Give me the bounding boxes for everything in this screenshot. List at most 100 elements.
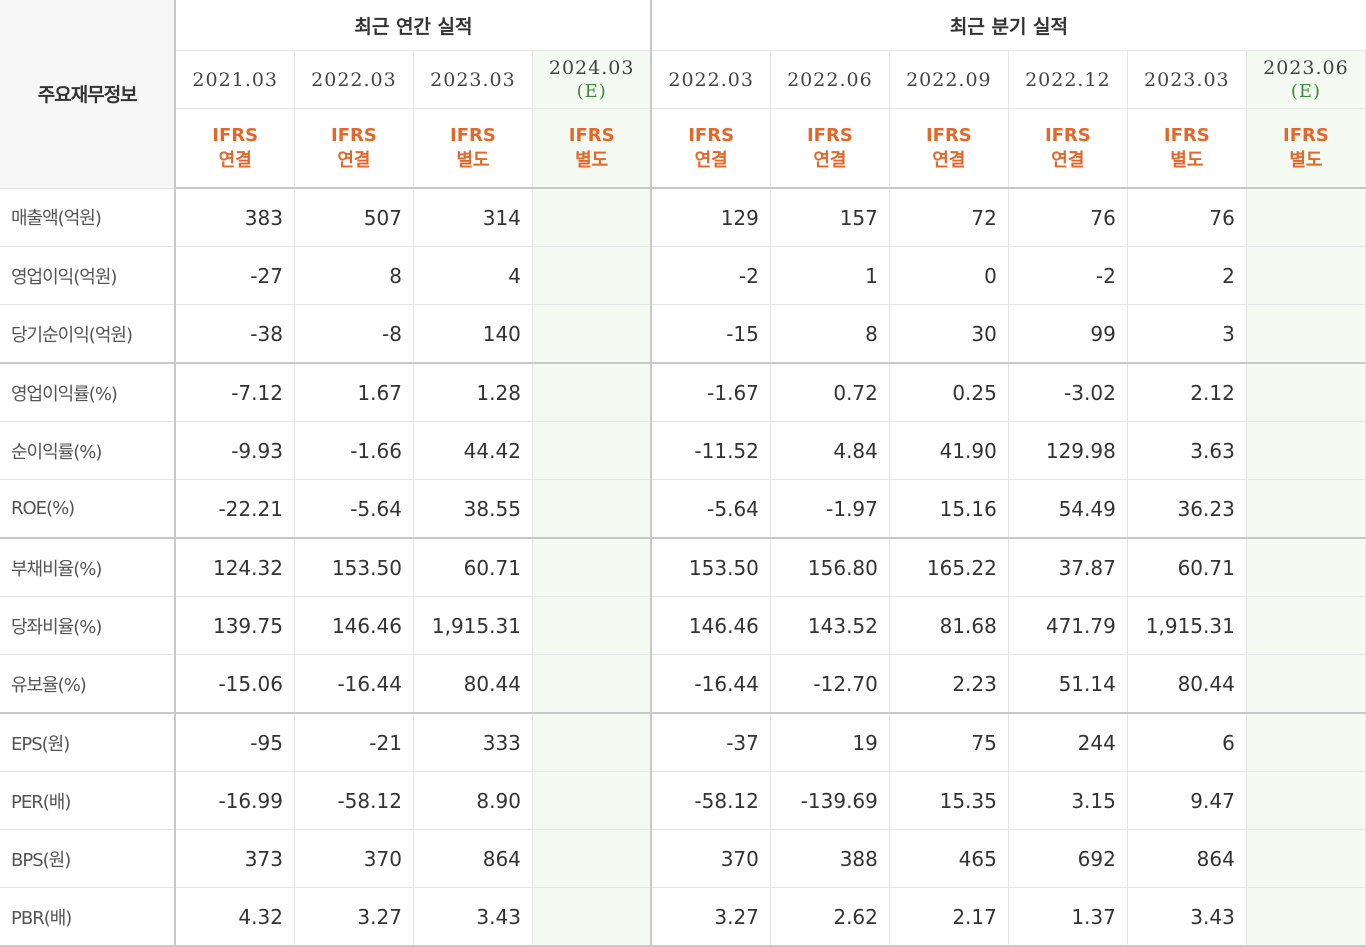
ifrs-scope: 연결 [218,150,252,171]
value-cell: 8 [770,304,890,364]
estimate-mark: (E) [1290,80,1321,102]
value-cell: 244 [1008,713,1128,772]
period-header-quarter-3: 2022.12 [1008,50,1128,109]
row-label: 영업이익(억원) [0,246,177,305]
value-cell [532,363,652,422]
value-cell: 54.49 [1008,479,1128,539]
value-cell: 75 [889,713,1009,772]
period-header-quarter-4: 2023.03 [1127,50,1247,109]
ifrs-basis-row: IFRS 연결 IFRS 연결 IFRS 별도 IFRS 별도 IFRS 연결 IFRS 연결 IFRS… [0,108,1366,189]
table-row: PBR(배) 4.32 3.27 3.43 3.27 2.62 2.17 1.37 3.43 [0,887,1366,947]
value-cell: 3.43 [1127,887,1247,947]
value-cell: -12.70 [770,654,890,714]
ifrs-basis-quarter-5: IFRS 별도 [1246,108,1366,189]
value-cell: 129 [650,188,771,247]
period-date: 2021.03 [192,68,278,91]
ifrs-scope: 별도 [1170,150,1204,171]
value-cell: 1.28 [413,363,533,422]
period-header-quarter-5: 2023.06 (E) [1246,50,1366,109]
period-date: 2023.03 [430,68,516,91]
value-cell: 3.63 [1127,421,1247,480]
value-cell: 333 [413,713,533,772]
value-cell [1246,479,1366,539]
ifrs-scope: 별도 [1289,150,1323,171]
period-date: 2022.12 [1025,68,1111,91]
ifrs-basis-quarter-3: IFRS 연결 [1008,108,1128,189]
row-label: PER(배) [0,771,177,830]
ifrs-scope: 별도 [575,150,609,171]
value-cell: 3 [1127,304,1247,364]
value-cell: 19 [770,713,890,772]
ifrs-label: IFRS [1044,125,1091,146]
table-row: EPS(원) -95 -21 333 -37 19 75 244 6 [0,713,1366,772]
corner-label: 주요재무정보 [0,0,177,189]
table-row: 유보율(%) -15.06 -16.44 80.44 -16.44 -12.70 2.23 5… [0,654,1366,714]
value-cell: 0.72 [770,363,890,422]
value-cell: -2 [1008,246,1128,305]
value-cell: -9.93 [175,421,295,480]
period-date: 2022.09 [906,68,992,91]
value-cell: 507 [294,188,414,247]
value-cell: 388 [770,829,890,888]
ifrs-label: IFRS [212,125,259,146]
ifrs-scope: 연결 [1051,150,1085,171]
value-cell: 471.79 [1008,596,1128,655]
period-date: 2022.03 [311,68,397,91]
value-cell: 37.87 [1008,538,1128,597]
value-cell: 3.27 [650,887,771,947]
value-cell: 30 [889,304,1009,364]
value-cell: -38 [175,304,295,364]
row-label: ROE(%) [0,479,177,539]
value-cell: -95 [175,713,295,772]
period-date: 2024.03 [548,56,635,79]
value-cell: -16.44 [650,654,771,714]
value-cell: 153.50 [650,538,771,597]
value-cell: 1 [770,246,890,305]
ifrs-basis-quarter-2: IFRS 연결 [889,108,1009,189]
value-cell: 156.80 [770,538,890,597]
value-cell [532,538,652,597]
value-cell: 143.52 [770,596,890,655]
value-cell: 15.35 [889,771,1009,830]
table-row: 순이익률(%) -9.93 -1.66 44.42 -11.52 4.84 41.90 129… [0,421,1366,480]
value-cell [532,246,652,305]
value-cell: 146.46 [294,596,414,655]
value-cell [1246,304,1366,364]
value-cell: 4 [413,246,533,305]
row-label: PBR(배) [0,887,177,947]
ifrs-basis-quarter-1: IFRS 연결 [770,108,890,189]
value-cell: -5.64 [294,479,414,539]
value-cell: 44.42 [413,421,533,480]
period-date: 2023.06 [1263,56,1349,79]
value-cell: 140 [413,304,533,364]
annual-group-header: 최근 연간 실적 [175,0,652,51]
row-label: 영업이익률(%) [0,363,177,422]
value-cell: 129.98 [1008,421,1128,480]
value-cell [532,654,652,714]
ifrs-label: IFRS [331,125,377,146]
ifrs-basis-quarter-0: IFRS 연결 [650,108,771,189]
period-date-row: 2021.03 2022.03 2023.03 2024.03 (E) 2022.03 20… [0,50,1366,109]
value-cell [1246,596,1366,655]
value-cell: 3.43 [413,887,533,947]
value-cell: 51.14 [1008,654,1128,714]
table-row: 부채비율(%) 124.32 153.50 60.71 153.50 156.80 165.… [0,538,1366,597]
value-cell: 99 [1008,304,1128,364]
table-row: BPS(원) 373 370 864 370 388 465 692 864 [0,829,1366,888]
value-cell: 692 [1008,829,1128,888]
value-cell: 76 [1127,188,1247,247]
ifrs-scope: 별도 [456,150,490,171]
value-cell: 72 [889,188,1009,247]
value-cell: 146.46 [650,596,771,655]
value-cell: 2.17 [889,887,1009,947]
value-cell: 864 [1127,829,1247,888]
table-row: 당좌비율(%) 139.75 146.46 1,915.31 146.46 143.52 8… [0,596,1366,655]
value-cell: 139.75 [175,596,295,655]
value-cell [532,887,652,947]
value-cell: 6 [1127,713,1247,772]
value-cell: -1.97 [770,479,890,539]
value-cell: -16.44 [294,654,414,714]
table-row: ROE(%) -22.21 -5.64 38.55 -5.64 -1.97 15.16 54.… [0,479,1366,539]
row-label: 순이익률(%) [0,421,177,480]
estimate-mark: (E) [576,80,607,102]
